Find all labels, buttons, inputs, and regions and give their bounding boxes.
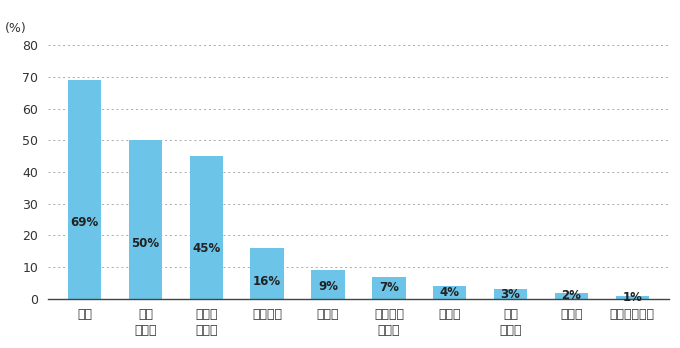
Bar bbox=[250, 248, 284, 299]
Bar bbox=[494, 289, 528, 299]
Text: 1%: 1% bbox=[622, 291, 643, 304]
Bar bbox=[190, 156, 223, 299]
Text: 4%: 4% bbox=[440, 286, 460, 299]
Bar bbox=[555, 293, 588, 299]
Bar bbox=[68, 80, 101, 299]
Bar bbox=[433, 286, 466, 299]
Bar bbox=[615, 296, 649, 299]
Text: 45%: 45% bbox=[192, 243, 220, 255]
Text: 3%: 3% bbox=[500, 287, 521, 301]
Bar bbox=[372, 277, 406, 299]
Text: 69%: 69% bbox=[71, 216, 99, 229]
Text: 2%: 2% bbox=[562, 289, 581, 302]
Text: 7%: 7% bbox=[379, 281, 398, 294]
Text: 16%: 16% bbox=[253, 275, 282, 287]
Text: 9%: 9% bbox=[318, 279, 338, 293]
Bar bbox=[129, 140, 162, 299]
Text: (%): (%) bbox=[5, 22, 27, 35]
Text: 50%: 50% bbox=[131, 237, 159, 250]
Bar bbox=[311, 270, 345, 299]
